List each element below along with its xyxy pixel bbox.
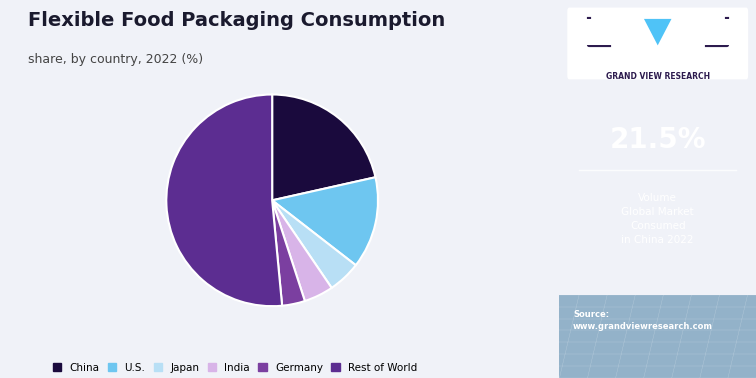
Text: share, by country, 2022 (%): share, by country, 2022 (%) <box>28 53 203 66</box>
Text: GRAND VIEW RESEARCH: GRAND VIEW RESEARCH <box>606 72 710 81</box>
Text: Volume
Global Market
Consumed
in China 2022: Volume Global Market Consumed in China 2… <box>621 193 694 245</box>
Text: Source:
www.grandviewresearch.com: Source: www.grandviewresearch.com <box>573 310 713 332</box>
Legend: China, U.S., Japan, India, Germany, Rest of World: China, U.S., Japan, India, Germany, Rest… <box>53 363 417 373</box>
Bar <box>703 19 730 45</box>
Wedge shape <box>272 200 332 301</box>
Bar <box>559 295 756 378</box>
Text: 21.5%: 21.5% <box>609 126 706 154</box>
Polygon shape <box>644 19 671 45</box>
FancyBboxPatch shape <box>567 8 748 79</box>
Wedge shape <box>272 94 376 200</box>
Wedge shape <box>272 177 378 265</box>
Wedge shape <box>272 200 305 306</box>
Wedge shape <box>166 94 282 306</box>
Text: Flexible Food Packaging Consumption: Flexible Food Packaging Consumption <box>28 11 445 30</box>
Wedge shape <box>272 200 356 288</box>
Bar <box>585 19 612 45</box>
